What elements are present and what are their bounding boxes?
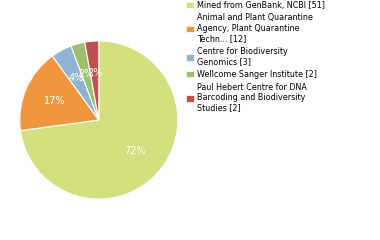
Wedge shape bbox=[85, 41, 99, 120]
Text: 2%: 2% bbox=[87, 68, 102, 78]
Text: 2%: 2% bbox=[79, 69, 94, 79]
Text: 17%: 17% bbox=[44, 96, 66, 106]
Text: 4%: 4% bbox=[69, 73, 84, 83]
Wedge shape bbox=[20, 56, 99, 131]
Wedge shape bbox=[71, 42, 99, 120]
Text: 72%: 72% bbox=[124, 146, 145, 156]
Legend: Mined from GenBank, NCBI [51], Animal and Plant Quarantine
Agency, Plant Quarant: Mined from GenBank, NCBI [51], Animal an… bbox=[185, 0, 327, 114]
Wedge shape bbox=[52, 46, 99, 120]
Wedge shape bbox=[21, 41, 178, 199]
